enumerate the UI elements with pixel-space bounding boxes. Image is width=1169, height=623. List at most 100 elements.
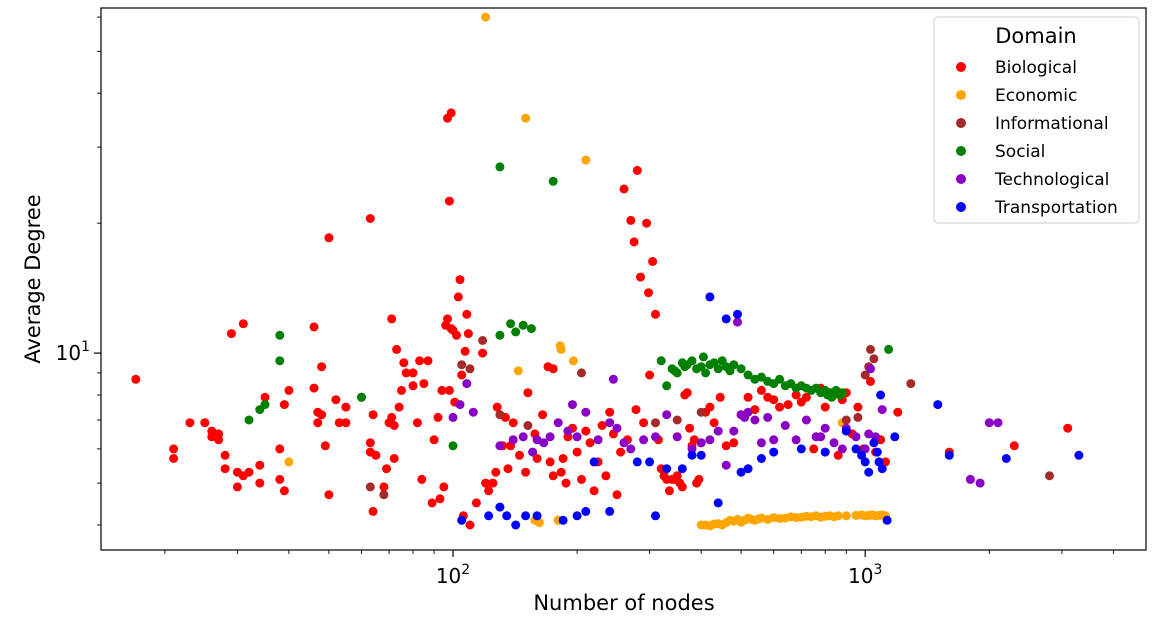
point-transportation — [632, 457, 642, 467]
point-technological — [705, 435, 715, 445]
point-biological — [397, 385, 406, 395]
point-technological — [743, 407, 753, 417]
point-biological — [452, 330, 461, 340]
point-technological — [468, 407, 478, 417]
point-transportation — [495, 502, 505, 512]
y-axis-label: Average Degree — [21, 194, 45, 363]
point-informational — [672, 415, 682, 425]
point-transportation — [484, 511, 494, 521]
point-transportation — [1001, 454, 1011, 463]
point-transportation — [820, 447, 830, 457]
point-biological — [484, 486, 494, 496]
point-biological — [893, 407, 903, 417]
point-biological — [548, 364, 558, 374]
point-biological — [169, 444, 179, 454]
point-social — [837, 388, 847, 398]
point-biological — [558, 454, 568, 463]
point-transportation — [721, 314, 731, 324]
legend-box — [933, 16, 1140, 224]
point-social — [729, 360, 739, 370]
point-biological — [1063, 423, 1073, 433]
point-informational — [379, 490, 389, 500]
point-technological — [696, 438, 706, 448]
point-biological — [694, 474, 704, 484]
point-biological — [581, 426, 591, 436]
point-technological — [769, 435, 779, 445]
point-technological — [581, 407, 591, 417]
point-informational — [869, 354, 879, 364]
point-informational — [478, 336, 488, 345]
point-biological — [577, 474, 586, 484]
point-social — [518, 320, 528, 330]
point-biological — [491, 467, 501, 477]
point-informational — [577, 368, 586, 378]
point-technological — [975, 478, 985, 488]
point-biological — [334, 418, 344, 428]
point-biological — [750, 405, 760, 415]
point-biological — [435, 494, 445, 504]
point-social — [548, 176, 558, 186]
point-transportation — [705, 292, 715, 302]
point-transportation — [645, 457, 655, 467]
point-informational — [853, 412, 863, 422]
point-transportation — [860, 457, 870, 467]
point-biological — [232, 482, 242, 492]
legend-marker-biological — [956, 62, 966, 72]
point-transportation — [933, 400, 943, 410]
point-technological — [568, 400, 577, 410]
legend-title: Domain — [995, 24, 1077, 48]
point-technological — [518, 432, 528, 442]
point-social — [687, 356, 697, 366]
point-technological — [662, 410, 672, 420]
point-social — [357, 392, 366, 402]
point-transportation — [589, 457, 599, 467]
point-economic — [833, 511, 843, 521]
point-biological — [429, 435, 439, 445]
point-biological — [284, 385, 294, 395]
point-technological — [608, 374, 618, 384]
point-transportation — [662, 464, 672, 474]
point-technological — [993, 418, 1003, 428]
legend-label-transportation: Transportation — [994, 198, 1118, 218]
point-technological — [837, 444, 847, 454]
point-social — [656, 356, 666, 366]
point-biological — [368, 506, 378, 516]
point-economic — [521, 113, 531, 123]
point-biological — [368, 410, 378, 420]
point-biological — [214, 429, 224, 439]
point-biological — [561, 478, 571, 488]
point-biological — [313, 418, 323, 428]
legend-marker-transportation — [956, 202, 966, 212]
point-transportation — [605, 506, 615, 516]
point-transportation — [769, 447, 779, 457]
point-biological — [365, 214, 375, 223]
point-social — [506, 319, 516, 329]
point-technological — [816, 432, 826, 442]
x-tick-label: 103 — [848, 562, 882, 588]
point-biological — [664, 486, 674, 496]
point-biological — [853, 402, 863, 412]
point-biological — [309, 322, 319, 332]
point-technological — [851, 432, 861, 442]
point-transportation — [502, 511, 512, 521]
point-transportation — [756, 454, 766, 463]
point-biological — [503, 464, 513, 474]
point-social — [662, 381, 672, 391]
point-economic — [841, 511, 851, 521]
point-biological — [417, 474, 427, 484]
point-informational — [860, 370, 870, 380]
point-informational — [457, 360, 467, 370]
point-biological — [616, 447, 626, 457]
point-biological — [365, 438, 375, 448]
point-biological — [631, 405, 641, 415]
point-transportation — [796, 444, 806, 454]
point-biological — [185, 418, 195, 428]
point-economic — [534, 518, 544, 528]
point-biological — [639, 418, 649, 428]
point-biological — [548, 471, 558, 481]
point-biological — [775, 402, 785, 412]
point-social — [775, 374, 785, 384]
point-biological — [341, 418, 351, 428]
point-biological — [523, 388, 533, 398]
point-biological — [275, 474, 285, 484]
